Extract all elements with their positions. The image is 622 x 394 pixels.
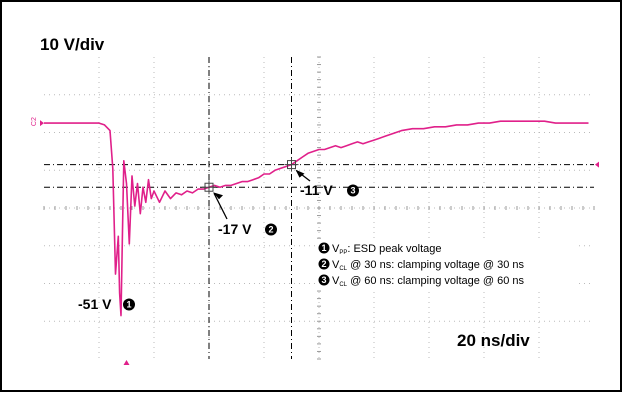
horizontal-scale-label: 20 ns/div (457, 331, 530, 350)
marker-disc (318, 274, 330, 286)
annotation-peak-voltage: -51 V (78, 296, 112, 312)
series-trace (44, 120, 589, 317)
legend-entry: VPP: ESD peak voltage (332, 243, 442, 256)
ground-level-marker (40, 120, 44, 127)
marker-number: 1 (126, 300, 131, 310)
annotation-arrow-2 (213, 192, 228, 220)
arrowhead-3 (295, 169, 305, 178)
vertical-scale-label: 10 V/div (40, 35, 105, 54)
legend: 1 VPP: ESD peak voltage 2 VCL @ 30 ns: clam… (316, 240, 578, 290)
legend-marker-3: 3 (318, 274, 330, 286)
legend-marker-1: 1 (318, 242, 330, 254)
legend-marker-2: 2 (318, 258, 330, 270)
marker-disc (347, 184, 359, 197)
marker-disc (123, 298, 135, 311)
marker-number: 1 (321, 243, 326, 253)
annotation-clamp-30ns: -17 V (218, 221, 252, 237)
trigger-level-marker (595, 161, 599, 168)
annotation-clamp-60ns: -11 V (300, 182, 333, 198)
cursor-marker-2 (284, 157, 299, 172)
marker-disc (318, 242, 330, 254)
marker-number: 2 (268, 225, 273, 235)
marker-number: 3 (321, 275, 326, 285)
cursor-marker-1 (202, 180, 216, 195)
legend-background (316, 240, 578, 290)
marker-disc (318, 258, 330, 270)
trigger-position-marker (123, 360, 130, 365)
arrowhead-2 (213, 192, 223, 200)
marker-number: 2 (321, 259, 326, 269)
marker-disc (265, 223, 277, 236)
annotation-marker-1: 1 (123, 298, 135, 311)
channel-marker: C2 (31, 117, 38, 126)
legend-entry: VCL @ 30 ns: clamping voltage @ 30 ns (332, 259, 525, 272)
marker-number: 3 (350, 186, 355, 196)
legend-entry: VCL @ 60 ns: clamping voltage @ 60 ns (332, 275, 525, 288)
annotation-marker-2: 2 (265, 223, 277, 236)
annotation-marker-3: 3 (347, 184, 359, 197)
